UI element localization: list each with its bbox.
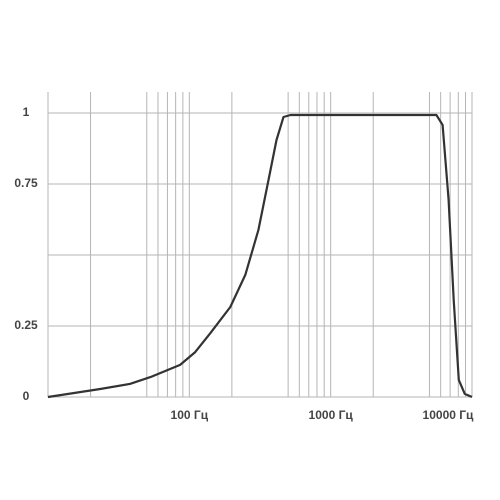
x-tick-label: 100 Гц [171,408,209,422]
response-curve [47,113,473,399]
y-tick-label: 0.75 [14,176,38,190]
y-tick-label: 0 [23,389,30,403]
y-tick-label: 1 [23,105,30,119]
y-tick-label: 0.25 [14,318,38,332]
x-tick-label: 10000 Гц [423,408,475,422]
x-tick-label: 1000 Гц [309,408,354,422]
